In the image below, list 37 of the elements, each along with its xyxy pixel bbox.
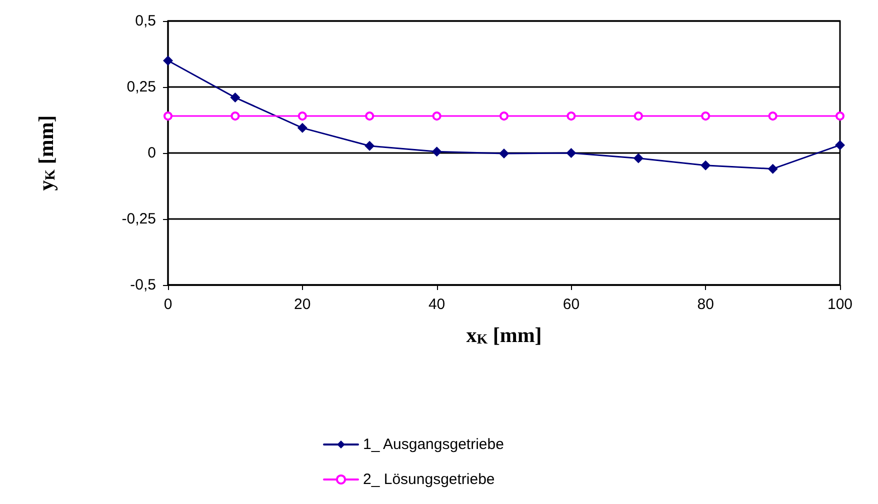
point [634, 112, 643, 121]
point [365, 112, 374, 121]
x-tick-label: 20 [294, 296, 311, 313]
y-tick-label: 0 [148, 144, 156, 162]
point [701, 112, 710, 121]
y-tick-label: -0,25 [122, 210, 156, 228]
x-axis-title: xK [mm] [466, 323, 542, 348]
y-tick-label: 0,5 [135, 12, 156, 30]
point [633, 153, 644, 164]
x-tick-label: 60 [562, 296, 580, 313]
point [432, 146, 442, 157]
point [835, 140, 845, 150]
x-tick-label: 0 [164, 296, 172, 313]
point [163, 56, 173, 66]
point [432, 112, 442, 121]
legend-label: 1_ Ausgangsgetriebe [363, 436, 504, 453]
point [297, 122, 308, 133]
point [768, 112, 778, 121]
point [700, 160, 711, 170]
point [836, 112, 844, 121]
y-axis-title: yK [mm] [34, 115, 58, 191]
legend-label: 2_ Lösungsgetriebe [363, 471, 495, 488]
x-tick-label: 100 [827, 296, 853, 313]
x-tick-label: 40 [428, 296, 446, 313]
point [768, 164, 778, 174]
point [566, 148, 576, 158]
point [230, 92, 240, 103]
point [499, 148, 509, 159]
point [500, 112, 508, 121]
x-tick-label: 80 [697, 296, 714, 313]
point [230, 112, 240, 121]
point [364, 140, 375, 151]
point [566, 112, 576, 121]
point [298, 112, 307, 121]
point [164, 112, 172, 121]
y-tick-label: -0,5 [130, 276, 156, 294]
y-tick-label: 0,25 [126, 78, 156, 96]
